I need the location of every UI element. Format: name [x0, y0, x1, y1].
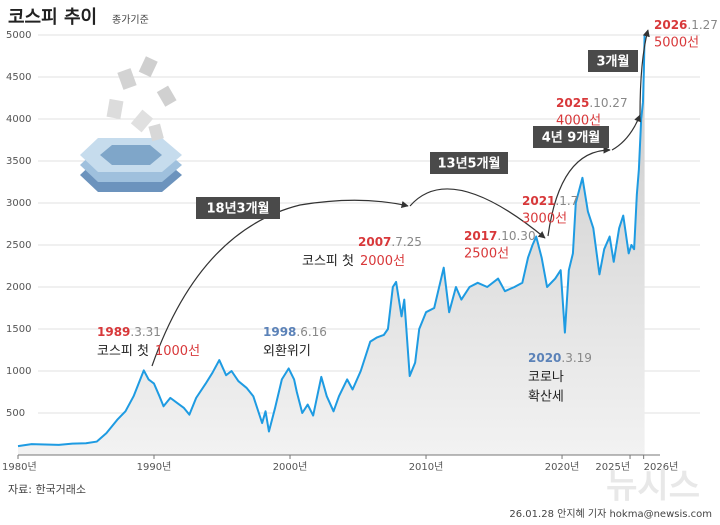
level: 4000선	[556, 114, 601, 129]
period-boxes: 18년3개월 13년5개월 4년 9개월 3개월	[196, 50, 638, 219]
annotation-date: 2020.3.19	[528, 351, 592, 365]
arrows	[151, 29, 650, 367]
label: 코로나	[528, 370, 564, 385]
label: 코스피 첫	[97, 344, 149, 359]
date-rest: .7.25	[391, 235, 422, 249]
annotation-label: 코스피 첫 1000선	[97, 344, 200, 359]
x-tick-label: 2026년	[644, 461, 679, 473]
y-tick-label: 3500	[6, 156, 31, 167]
period-box	[430, 152, 508, 174]
level: 2500선	[464, 247, 509, 262]
y-tick-label: 2000	[6, 282, 31, 293]
y-tick-label: 1500	[6, 324, 31, 335]
watermark: 뉴시스	[606, 467, 700, 507]
label: 코스피 첫	[302, 254, 354, 269]
chart-subtitle: 종가기준	[112, 14, 149, 26]
annotation-date: 2025.10.27	[556, 96, 628, 110]
date-rest: .6.16	[296, 325, 327, 339]
date-rest: .3.31	[130, 325, 161, 339]
date-year: 2026	[654, 18, 687, 32]
annotation-label: 외환위기	[263, 344, 311, 359]
date-rest: .10.27	[589, 96, 627, 110]
area	[18, 35, 645, 455]
date-rest: .1.7	[555, 194, 578, 208]
date-year: 2007	[358, 235, 391, 249]
annotations: 1989.3.31 코스피 첫 1000선 1998.6.16 외환위기 2007.7.2…	[97, 18, 718, 405]
plot-area: 500 1000 1500 2000 2500 3000 3500 4000 4500 5000 1…	[2, 30, 700, 473]
date-rest: .10.30	[497, 229, 535, 243]
icon	[80, 56, 182, 192]
x-tick-label: 1990년	[137, 461, 172, 473]
x-tick-label: 2000년	[273, 461, 308, 473]
date-rest: .3.19	[561, 351, 592, 365]
y-tick-label: 500	[6, 408, 25, 419]
annotation-date: 2017.10.30	[464, 229, 536, 243]
period-label: 3개월	[597, 54, 630, 70]
date-year: 2017	[464, 229, 497, 243]
line	[17, 34, 646, 448]
annotation-date: 1989.3.31	[97, 325, 161, 339]
y-tick-label: 2500	[6, 240, 31, 251]
y-tick-label: 3000	[6, 198, 31, 209]
period-label: 4년 9개월	[542, 130, 601, 146]
level: 5000선	[654, 36, 699, 51]
annotation-date: 2026.1.27	[654, 18, 718, 32]
x-tick-label: 2010년	[409, 461, 444, 473]
period-label: 18년3개월	[206, 201, 269, 217]
date-year: 1989	[97, 325, 130, 339]
label: 외환위기	[263, 344, 311, 359]
chart-title: 코스피 추이	[8, 7, 97, 28]
level: 2000선	[360, 254, 405, 269]
y-tick-label: 1000	[6, 366, 31, 377]
period-box	[196, 197, 280, 219]
source: 자료: 한국거래소	[8, 483, 86, 496]
annotation-date: 2007.7.25	[358, 235, 422, 249]
annotation-date: 2021.1.7	[522, 194, 578, 208]
annotation-label: 확산세	[528, 390, 564, 405]
y-tick-label: 5000	[6, 30, 31, 41]
x-tick-label: 1980년	[2, 461, 37, 473]
x-tick-label: 2025년	[595, 461, 630, 473]
date-year: 2020	[528, 351, 561, 365]
annotation-date: 1998.6.16	[263, 325, 327, 339]
date-year: 2021	[522, 194, 555, 208]
level: 1000선	[155, 344, 200, 359]
annotation-label: 코스피 첫 2000선	[302, 254, 405, 269]
date-rest: .1.27	[687, 18, 718, 32]
x-tick-label: 2020년	[545, 461, 580, 473]
period-box	[588, 50, 638, 72]
y-tick-label: 4000	[6, 114, 31, 125]
period-label: 13년5개월	[437, 156, 500, 172]
credit: 26.01.28 안지혜 기자 hokma@newsis.com	[509, 508, 712, 520]
date-year: 1998	[263, 325, 296, 339]
date-year: 2025	[556, 96, 589, 110]
y-tick-label: 4500	[6, 72, 31, 83]
annotation-label: 코로나	[528, 370, 564, 385]
period-box	[533, 126, 609, 148]
level: 3000선	[522, 212, 567, 227]
